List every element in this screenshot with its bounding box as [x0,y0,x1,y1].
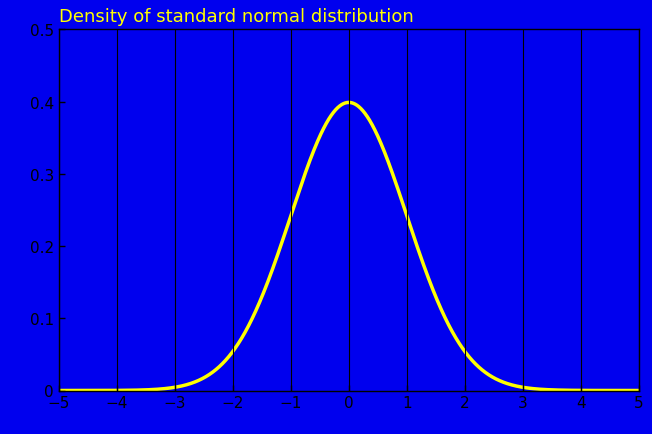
Text: Density of standard normal distribution: Density of standard normal distribution [59,8,413,26]
